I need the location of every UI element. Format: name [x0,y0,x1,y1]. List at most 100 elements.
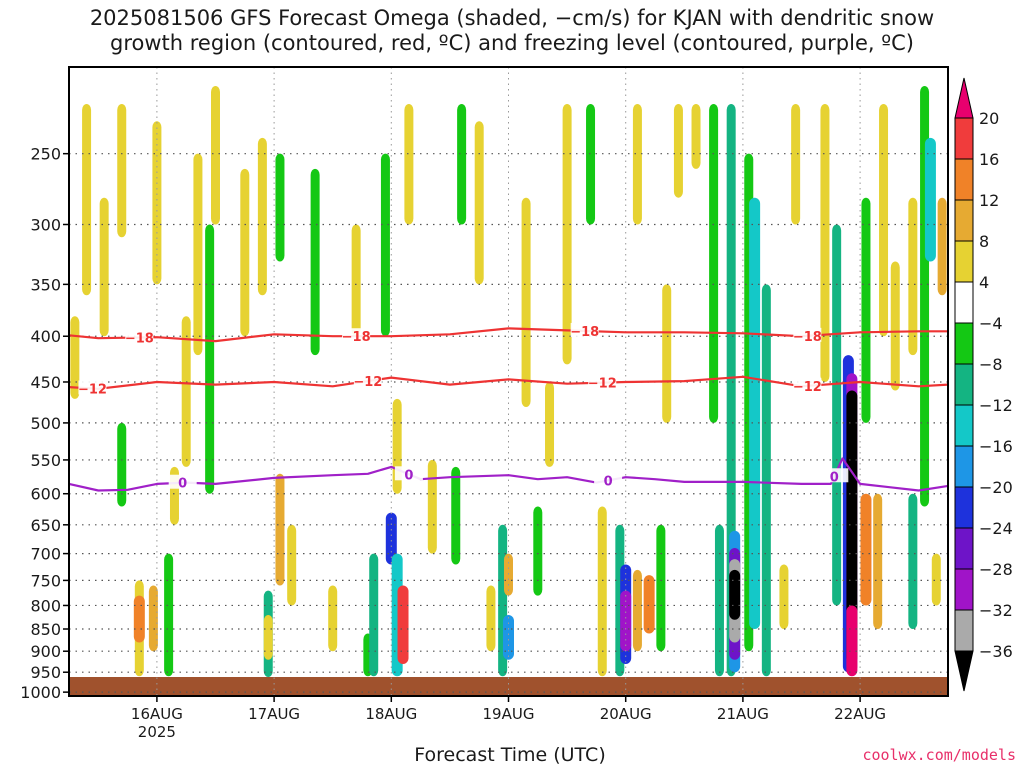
omega-cell-67 [779,564,789,630]
colorbar-top-triangle [954,77,974,119]
omega-cell-32 [404,104,414,225]
omega-cell-80 [908,493,918,630]
omega-cell-1 [82,104,92,296]
y-tick-label-10: 750 [30,571,61,590]
omega-cell-36 [474,121,484,285]
contour-label-1-0: −12 [78,382,107,397]
omega-cell-21 [287,524,297,606]
colorbar-swatch-1 [954,158,974,201]
contour-label-bg-1-1 [353,373,382,388]
contour-label-0-2: −18 [570,325,599,340]
colorbar-swatch-6 [954,363,974,406]
colorbar-swatch-0 [954,117,974,160]
omega-cell-35 [457,104,467,225]
omega-cell-50 [632,569,642,652]
omega-cell-41 [521,197,531,408]
omega-cell-19 [275,473,285,586]
omega-cell-56 [691,104,701,169]
contour-label-1-1: −12 [353,375,382,390]
y-tick-label-12: 850 [30,620,61,639]
contour-label-bg-2-2 [594,472,623,487]
omega-cell-65 [749,197,761,630]
omega-cell-12 [193,153,203,356]
omega-cell-9 [164,553,174,677]
omega-cell-20 [275,153,285,262]
omega-cell-4 [117,422,127,507]
omega-cell-26 [369,553,379,677]
omega-cell-22 [310,168,320,356]
omega-cell-27 [380,153,390,337]
y-tick-label-4: 450 [30,373,61,392]
omega-cell-54 [662,284,672,423]
chart-title-line-1: 2025081506 GFS Forecast Omega (shaded, −… [89,6,935,30]
omega-cell-2 [99,197,109,337]
colorbar-label-13: −36 [979,642,1013,661]
y-tick-label-13: 900 [30,642,61,661]
y-tick-label-3: 400 [30,327,61,346]
y-tick-label-14: 950 [30,663,61,682]
colorbar-swatch-12 [954,609,974,652]
x-axis-label: Forecast Time (UTC) [414,744,606,766]
credit-text: coolwx.com/models [862,746,1016,764]
omega-cell-43 [545,381,555,467]
omega-cell-7 [148,585,158,652]
omega-cell-24 [351,224,361,337]
colorbar-label-10: −24 [979,519,1013,538]
omega-cell-79 [890,261,900,391]
omega-cell-45 [586,104,596,225]
omega-cell-33 [427,459,437,554]
y-axis-ticks: 250 300 350 400 450 500 550 600 650 700 750 800 850 9… [20,145,69,702]
omega-cell-39 [503,615,514,660]
omega-cell-57 [709,104,719,423]
omega-cell-69 [820,104,830,382]
colorbar-swatch-9 [954,486,974,529]
contour-label-bg-1-0 [78,380,107,395]
omega-cell-66 [761,284,771,677]
x-tick-label-6: 22AUG [834,705,886,723]
omega-cell-37 [486,585,496,652]
omega-cell-51 [643,575,655,634]
colorbar-label-9: −20 [979,478,1013,497]
omega-cell-55 [673,104,683,198]
contour-label-2-0: 0 [178,477,187,492]
omega-cell-83 [924,137,936,262]
omega-cell-42 [533,506,543,596]
omega-cell-23 [328,585,338,652]
y-tick-label-0: 250 [30,145,61,164]
contour-label-bg-1-2 [588,374,617,389]
x-tick-sublabel-0: 2025 [138,723,176,741]
colorbar-bottom-triangle [954,650,974,692]
omega-cell-68 [791,104,801,225]
contour-label-bg-0-1 [342,328,371,343]
omega-cell-46 [597,506,607,677]
ground-surface-bar [69,677,948,696]
contour-label-0-0: −18 [125,331,154,346]
omega-cell-44 [562,104,572,365]
colorbar-label-5: −4 [979,314,1003,333]
x-tick-label-0: 16AUG [131,705,183,723]
colorbar-label-0: 20 [979,109,999,128]
contour-layer: −18 −18 −18 −18 −12 −12 −12 −12 0 0 0 0 [68,322,949,492]
contour-label-bg-0-0 [125,329,154,344]
omega-cell-63 [729,569,741,620]
omega-cell-73 [846,390,858,664]
contour-label-bg-2-1 [394,466,423,481]
omega-cell-34 [451,466,461,565]
colorbar-label-3: 8 [979,232,989,251]
omega-cell-28 [385,512,397,565]
y-tick-label-15: 1000 [20,683,61,702]
x-tick-label-1: 17AUG [248,705,300,723]
omega-cell-3 [117,104,127,238]
contour-label-bg-1-3 [793,377,822,392]
y-tick-label-7: 600 [30,485,61,504]
omega-cell-13 [205,224,215,494]
colorbar-swatch-7 [954,404,974,447]
omega-cell-18 [263,615,273,660]
contour-label-1-3: −12 [793,380,822,395]
x-tick-label-5: 21AUG [717,705,769,723]
omega-cell-85 [937,197,947,296]
omega-cell-84 [931,553,941,606]
contour-label-0-3: −18 [793,330,822,345]
omega-cell-70 [832,224,842,606]
colorbar-label-6: −8 [979,355,1003,374]
